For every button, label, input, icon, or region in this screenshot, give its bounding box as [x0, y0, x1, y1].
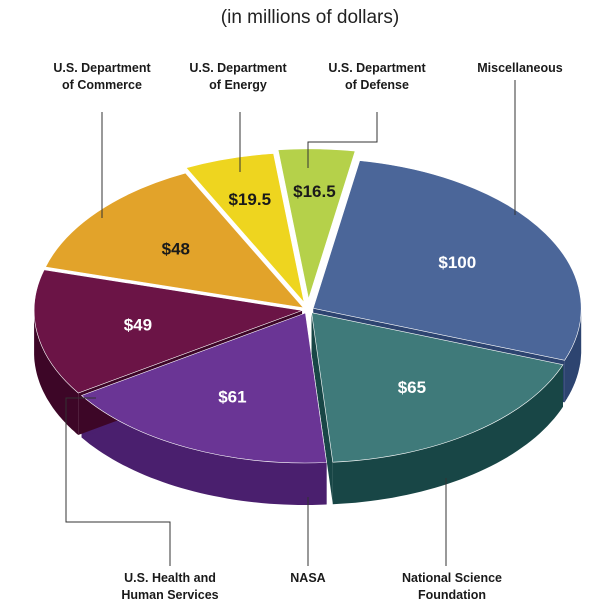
category-label-4: U.S. Department of Commerce	[53, 61, 151, 92]
category-label-3: U.S. Health and Human Services	[121, 571, 218, 600]
category-label-5: U.S. Department of Energy	[189, 61, 287, 92]
value-label-5: $19.5	[229, 190, 272, 209]
value-label-1: $65	[398, 378, 426, 397]
pie-cut-1-1	[311, 312, 333, 505]
value-label-4: $48	[162, 239, 190, 258]
pie-slice-0	[312, 160, 582, 361]
value-label-2: $61	[218, 388, 246, 407]
value-label-0: $100	[438, 253, 476, 272]
leader-line-3	[65, 397, 171, 566]
chart-subtitle: (in millions of dollars)	[221, 7, 399, 28]
category-labels: Miscellaneous National Science Foundation N…	[53, 61, 562, 600]
pie-side-3	[34, 310, 79, 435]
pie-slice-4	[45, 172, 305, 309]
pie-slice-2	[81, 312, 327, 464]
value-labels: $100 $65 $61 $49 $48 $19.5 $16.5	[124, 182, 477, 407]
category-label-0: Miscellaneous	[477, 61, 562, 75]
pie-side-2	[81, 395, 327, 505]
leader-lines	[65, 80, 516, 566]
pie-side-1	[332, 364, 563, 505]
value-label-3: $49	[124, 316, 152, 335]
pie-slice-5	[185, 153, 305, 304]
value-label-6: $16.5	[293, 182, 336, 201]
pie-slices	[33, 148, 582, 464]
leader-line-6	[307, 112, 378, 168]
pie-slice-6	[277, 148, 356, 300]
category-label-1: National Science Foundation	[402, 571, 502, 600]
pie-side-0	[564, 308, 582, 403]
category-label-2: NASA	[290, 571, 325, 585]
pie-slice-1	[311, 312, 564, 463]
pie-slice-3	[33, 269, 304, 394]
category-label-6: U.S. Department of Defense	[328, 61, 426, 92]
